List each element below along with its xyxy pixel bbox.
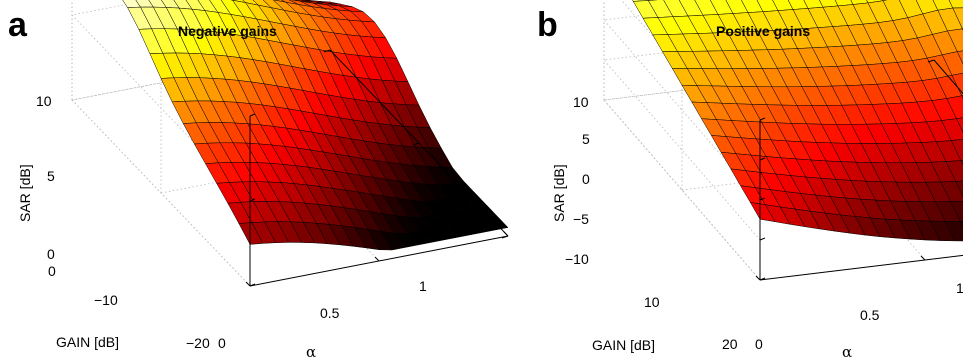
panel-a-ztick-0: 0: [47, 246, 55, 262]
z-tick-mark: [759, 197, 766, 201]
panel-a-zlabel: SAR [dB]: [17, 164, 33, 222]
panel-b-xtick-0: 0: [755, 336, 763, 352]
panel-a-xtick-1: 1: [419, 278, 427, 294]
x-tick-mark: [374, 256, 380, 262]
surface-patch: [957, 50, 963, 65]
surface-patch: [947, 28, 963, 52]
panel-b-letter: b: [537, 6, 558, 44]
panel-b-ytick-10: 10: [644, 294, 660, 310]
panel-a-ztick-5: 5: [47, 168, 55, 184]
panel-a-title: Negative gains: [178, 23, 277, 39]
x-tick-mark: [503, 231, 509, 237]
panel-a-xtick-0: 0: [218, 335, 226, 351]
panel-b-ztick-m10: −10: [565, 251, 589, 267]
panel-b-axes: [755, 59, 963, 281]
panel-b-ztick-0: 0: [582, 171, 590, 187]
panel-b-ztick-10: 10: [573, 94, 589, 110]
surface-patch: [942, 51, 963, 76]
y-tick-mark: [323, 49, 331, 53]
panel-b-xtick-1: 1: [956, 280, 963, 296]
panel-a-xlabel: α: [306, 343, 316, 361]
z-tick-mark: [759, 237, 766, 241]
z-tick-mark: [759, 117, 766, 121]
z-tick-mark: [249, 283, 256, 287]
x-axis-line: [759, 254, 963, 281]
panel-b-ytick-20: 20: [722, 336, 738, 352]
y-tick-mark: [412, 142, 420, 146]
x-tick-mark: [245, 281, 251, 287]
panel-b-xlabel: α: [842, 343, 852, 361]
panel-a-letter: a: [8, 6, 28, 44]
surface-patch: [945, 221, 963, 242]
surface-patch: [960, 220, 963, 228]
panel-a-xtick-05: 0.5: [320, 305, 340, 321]
z-tick-mark: [759, 277, 766, 281]
y-tick-mark: [501, 235, 509, 239]
panel-b-ylabel: GAIN [dB]: [592, 337, 655, 353]
panel-b-title: Positive gains: [716, 23, 810, 39]
panel-b-surface: [632, 0, 963, 242]
surface-patch: [945, 160, 963, 182]
panel-a: a Negative gains 10 5 0 SAR [dB] 0 −10 −…: [8, 0, 509, 361]
surface-patch: [940, 181, 963, 202]
z-tick-mark: [759, 157, 766, 161]
panel-a-ylabel: GAIN [dB]: [56, 334, 119, 350]
panel-b-zlabel: SAR [dB]: [551, 164, 567, 222]
panel-a-ytick-0: 0: [48, 263, 56, 279]
panel-a-axes: [245, 49, 509, 287]
z-tick-mark: [249, 113, 256, 117]
floor-gridline: [759, 254, 963, 281]
panel-a-surface: [122, 0, 509, 251]
x-tick-mark: [755, 275, 761, 281]
panel-a-ytick-m20: −20: [186, 335, 210, 351]
surface-patch: [955, 180, 963, 197]
panel-b: b Positive gains 10 5 0 −5 −10 SAR [dB] …: [537, 0, 963, 361]
panel-a-ztick-10: 10: [36, 93, 52, 109]
panel-b-ztick-5: 5: [582, 131, 590, 147]
panel-b-xtick-05: 0.5: [860, 307, 880, 323]
surface-patch: [950, 201, 963, 222]
surface-patch: [946, 95, 963, 119]
x-tick-mark: [920, 255, 926, 261]
z-tick-mark: [249, 198, 256, 202]
y-axis-line: [933, 59, 963, 95]
surface-patch: [948, 0, 963, 9]
surface-patch: [941, 118, 963, 141]
y-tick-mark: [927, 59, 935, 63]
panel-b-ztick-m5: −5: [573, 211, 589, 227]
surface-patch: [956, 117, 963, 133]
surface-patch: [951, 139, 963, 161]
panel-a-ytick-m10: −10: [94, 292, 118, 308]
